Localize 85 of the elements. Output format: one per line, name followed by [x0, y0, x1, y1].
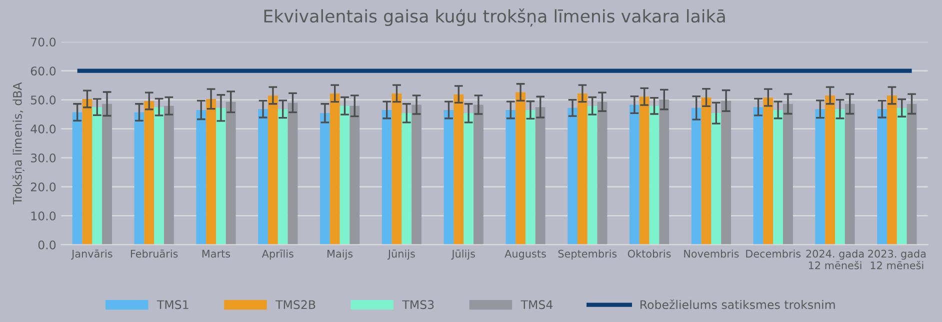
bar [320, 113, 330, 245]
x-tick-label: Novembris [684, 250, 739, 258]
bar [887, 95, 897, 245]
x-tick-label: Aprīlis [262, 250, 294, 260]
bar [226, 102, 236, 245]
y-tick-label: 40.0 [30, 124, 56, 134]
x-tick-label: Marts [202, 250, 230, 258]
bar [278, 109, 288, 245]
legend-label: Robežlielums satiksmes troksnim [640, 299, 835, 310]
bar [268, 95, 278, 245]
bar [691, 108, 702, 245]
bar [516, 92, 526, 245]
bar [382, 110, 392, 245]
legend-label: TMS1 [156, 300, 188, 310]
bar [630, 104, 640, 245]
x-tick-label: Augusts [504, 250, 546, 260]
bar [773, 110, 784, 245]
bar [835, 109, 845, 245]
bar [535, 107, 546, 245]
bar [711, 113, 722, 245]
bar [258, 109, 268, 245]
bar [350, 106, 360, 245]
bar [526, 110, 536, 245]
bar [649, 106, 660, 245]
x-tick-label: Septembris [558, 250, 617, 260]
x-tick-label: Decembris [746, 250, 801, 258]
bar [444, 110, 454, 245]
bar [783, 104, 793, 245]
bar [216, 108, 226, 245]
bar [92, 107, 102, 245]
bar [288, 102, 298, 245]
y-tick-label: 10.0 [31, 211, 56, 220]
x-tick-label: Oktobris [628, 250, 671, 258]
bar [815, 109, 826, 245]
y-tick-label: 0.0 [38, 240, 56, 250]
bar [721, 100, 732, 245]
bar [578, 93, 588, 245]
bar [392, 93, 402, 245]
y-axis-title: Trokšņa līmenis, dBA [12, 82, 25, 204]
bar [877, 109, 888, 245]
bar [474, 104, 484, 245]
bar [464, 113, 474, 245]
bar [597, 102, 608, 245]
bar [134, 112, 144, 245]
x-tick-label: Jūlijs [451, 250, 475, 260]
x-tick-label: 2024. gada 12 mēneši [806, 250, 864, 270]
chart-title: Ekvivalentais gaisa kuģu trokšņa līmenis vakara laikā [264, 8, 725, 27]
y-tick-label: 20.0 [30, 182, 56, 192]
bar [196, 110, 206, 245]
bar [340, 106, 350, 245]
x-tick-label: 2023. gada 12 mēneši [868, 250, 926, 270]
bar [154, 107, 164, 245]
y-tick-label: 60.0 [30, 66, 56, 76]
x-tick-label: Janvāris [71, 250, 112, 260]
bar [506, 110, 516, 245]
bar [412, 104, 422, 245]
y-tick-label: 30.0 [30, 154, 56, 162]
bar [402, 113, 412, 245]
bar [102, 104, 112, 245]
bar [701, 98, 712, 245]
legend-label: TMS2B [275, 300, 316, 310]
bar [164, 106, 174, 245]
legend-label: TMS4 [520, 300, 553, 310]
bar [753, 107, 764, 245]
bar [82, 98, 92, 245]
bar [587, 106, 598, 245]
bar [844, 104, 855, 245]
bar [72, 112, 82, 245]
y-tick-label: 50.0 [30, 96, 56, 104]
x-tick-label: Jūnijs [387, 250, 415, 260]
bar [825, 95, 836, 245]
legend-label: TMS3 [402, 300, 434, 310]
bar [763, 98, 774, 245]
x-tick-label: Februāris [130, 250, 178, 258]
bar [906, 104, 917, 245]
bar [896, 108, 907, 245]
bar [454, 94, 464, 245]
bar [206, 98, 216, 245]
bar [144, 100, 154, 245]
bar [330, 93, 340, 245]
x-tick-label: Maijs [328, 250, 353, 260]
bar [639, 96, 650, 245]
bar [659, 100, 670, 245]
bar [568, 108, 578, 245]
y-tick-label: 70.0 [31, 38, 56, 47]
